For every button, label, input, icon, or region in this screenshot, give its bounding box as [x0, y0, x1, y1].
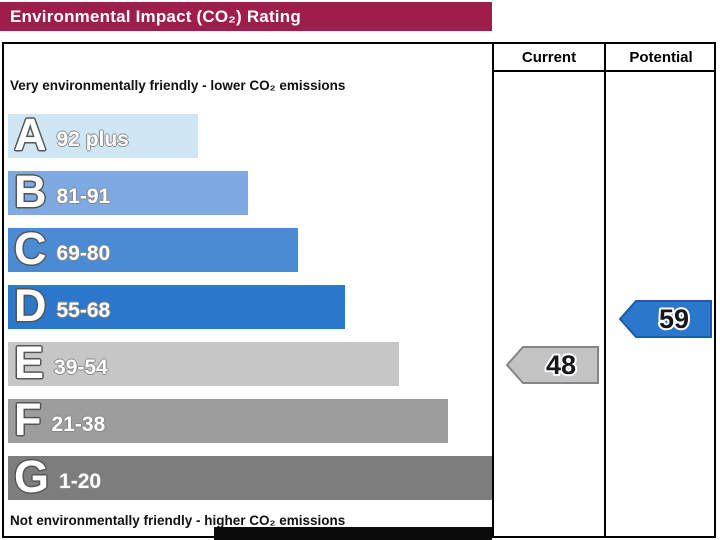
current-column-header: Current: [521, 49, 577, 66]
band-row-e: E 39-54: [8, 337, 399, 388]
top-note: Very environmentally friendly - lower CO…: [10, 78, 346, 93]
band-letter: C: [14, 223, 47, 274]
band-row-d: D 55-68: [8, 280, 345, 331]
chart-title: Environmental Impact (CO₂) Rating: [10, 6, 301, 26]
band-range: 55-68: [56, 299, 111, 322]
band-range: 21-38: [51, 413, 106, 436]
band-row-g: G 1-20: [8, 451, 492, 502]
left-arrow-icon: 59: [618, 300, 712, 338]
potential-rating-arrow: 59: [618, 298, 714, 345]
band-letter: B: [14, 166, 47, 217]
band-row-a: A 92 plus: [8, 109, 198, 160]
next-section-bar: [214, 527, 492, 540]
current-rating-value: 48: [546, 350, 576, 380]
chart-title-bar: Environmental Impact (CO₂) Rating: [0, 2, 492, 31]
potential-column-divider: [604, 42, 606, 538]
band-row-b: B 81-91: [8, 166, 248, 217]
rating-bands: A 92 plus B 81-91 C 69-80 D 55-68 E 39-5…: [8, 109, 492, 513]
left-arrow-icon: 48: [505, 346, 599, 384]
band-letter: A: [14, 109, 47, 160]
column-header-underline: [492, 70, 716, 72]
band-range: 81-91: [56, 185, 111, 208]
band-row-c: C 69-80: [8, 223, 298, 274]
band-range: 69-80: [56, 242, 111, 265]
band-range: 1-20: [59, 470, 102, 493]
current-column-divider: [492, 42, 494, 538]
band-letter: D: [14, 280, 47, 331]
band-letter: E: [14, 337, 45, 388]
band-letter: G: [14, 451, 50, 502]
band-range: 39-54: [54, 356, 108, 379]
potential-rating-value: 59: [659, 304, 689, 334]
bottom-note: Not environmentally friendly - higher CO…: [10, 513, 346, 528]
current-rating-arrow: 48: [505, 344, 601, 391]
band-row-f: F 21-38: [8, 394, 448, 445]
band-letter: F: [14, 394, 42, 445]
potential-column-header: Potential: [629, 49, 693, 66]
band-range: 92 plus: [56, 128, 129, 151]
